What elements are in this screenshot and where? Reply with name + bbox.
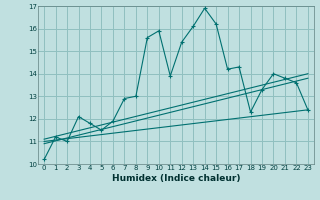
X-axis label: Humidex (Indice chaleur): Humidex (Indice chaleur) (112, 174, 240, 183)
